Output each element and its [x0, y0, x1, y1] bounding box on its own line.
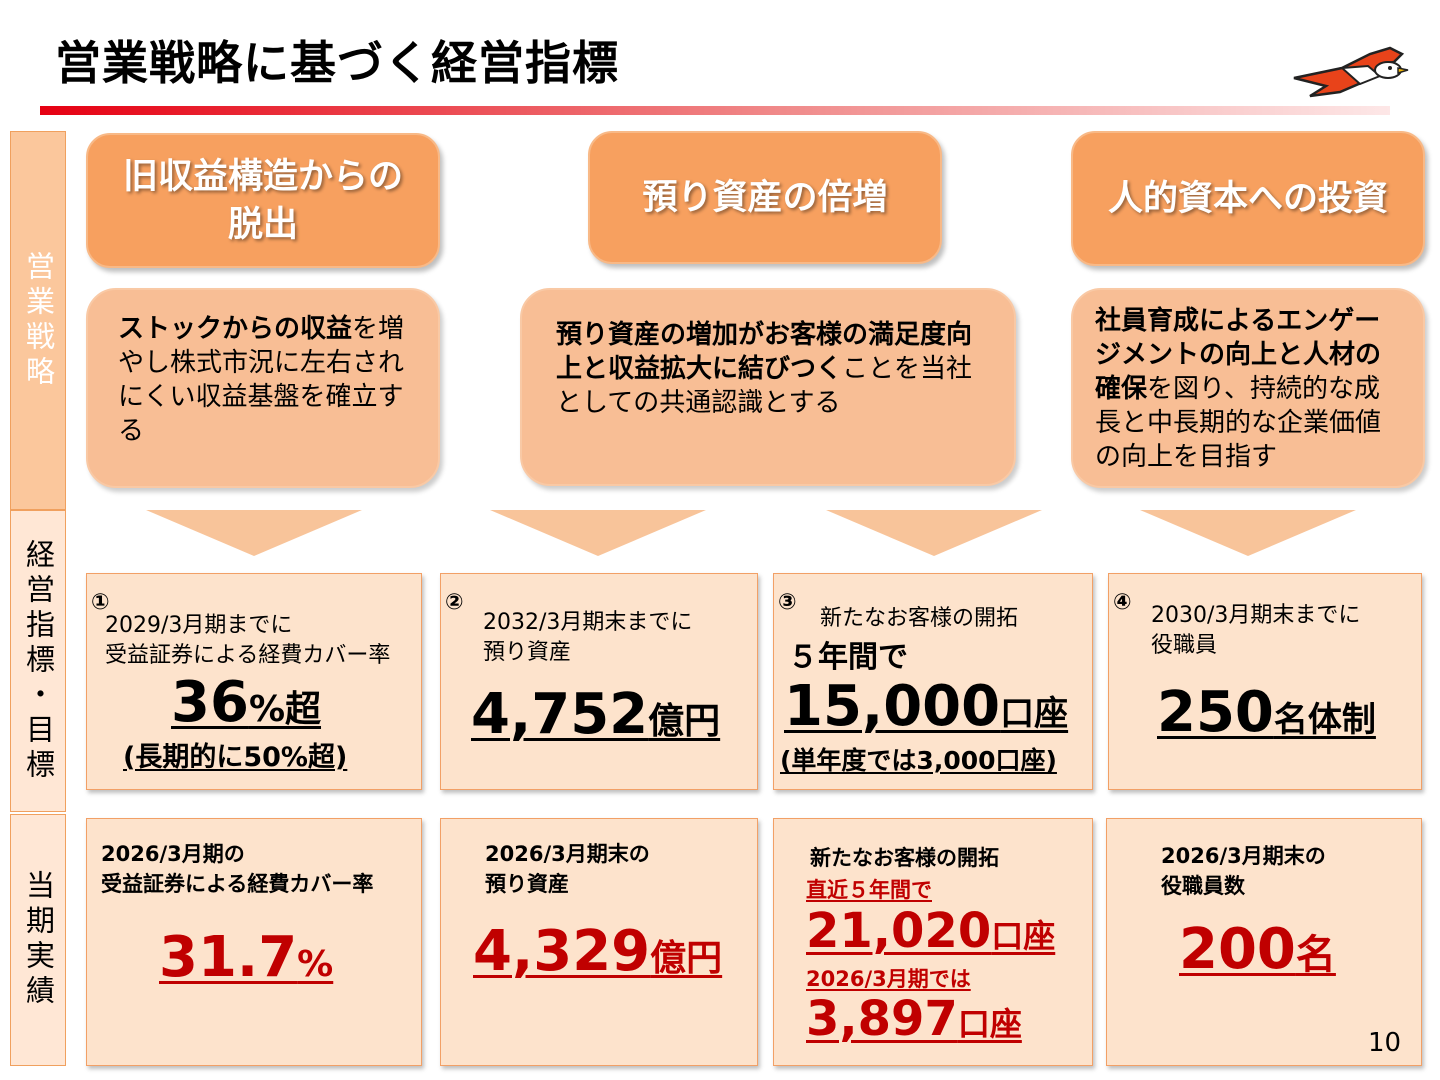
kpi-value-1: 36%超	[171, 670, 322, 735]
kpi-card-3: ③ 新たなお客様の開拓 ５年間で 15,000口座 (単年度では3,000口座)	[773, 573, 1093, 790]
result-value-2: 4,329億円	[473, 919, 723, 984]
strategy-heading-3: 人的資本への投資	[1071, 131, 1425, 266]
side-label-results: 当期実績	[10, 814, 66, 1066]
kpi-card-1: ① 2029/3月期までに 受益証券による経費カバー率 36%超 (長期的に50…	[86, 573, 422, 790]
result-value-1: 31.7%	[159, 925, 334, 990]
result-card-3: 新たなお客様の開拓 直近５年間で 21,020口座 2026/3月期では 3,8…	[773, 818, 1093, 1066]
down-arrow-icon	[490, 510, 706, 556]
strategy-desc-3: 社員育成によるエンゲージメントの向上と人材の確保を図り、持続的な成長と中長期的な…	[1071, 288, 1425, 488]
title-underline	[40, 106, 1390, 115]
strategy-heading-1: 旧収益構造からの 脱出	[86, 133, 440, 268]
kpi-card-2: ② 2032/3月期末までに 預り資産 4,752億円	[440, 573, 758, 790]
kpi-value-3: 15,000口座	[784, 674, 1069, 739]
strategy-desc-1: ストックからの収益を増やし株式市況に左右されにくい収益基盤を確立する	[86, 288, 440, 488]
side-label-kpi: 経営指標・目標	[10, 510, 66, 812]
result-card-4: 2026/3月期末の 役職員数 200名	[1106, 818, 1422, 1066]
side-label-strategy: 営業戦略	[10, 131, 66, 510]
kpi-card-4: ④ 2030/3月期末までに 役職員 250名体制	[1108, 573, 1422, 790]
result-card-2: 2026/3月期末の 預り資産 4,329億円	[440, 818, 758, 1066]
page-title: 営業戦略に基づく経営指標	[55, 36, 619, 90]
result-value-4: 200名	[1179, 917, 1336, 982]
result-value-3a: 21,020口座	[806, 903, 1056, 959]
kpi-value-2: 4,752億円	[471, 682, 721, 747]
result-card-1: 2026/3月期の 受益証券による経費カバー率 31.7%	[86, 818, 422, 1066]
kpi-value-4: 250名体制	[1157, 680, 1376, 745]
page-number: 10	[1368, 1028, 1402, 1058]
result-value-3b: 3,897口座	[806, 991, 1022, 1047]
down-arrow-icon	[826, 510, 1042, 556]
down-arrow-icon	[1140, 510, 1356, 556]
strategy-desc-2: 預り資産の増加がお客様の満足度向上と収益拡大に結びつくことを当社としての共通認識…	[520, 288, 1016, 486]
bird-logo-icon	[1293, 46, 1409, 98]
strategy-heading-2: 預り資産の倍増	[588, 131, 942, 264]
down-arrow-icon	[146, 510, 362, 556]
